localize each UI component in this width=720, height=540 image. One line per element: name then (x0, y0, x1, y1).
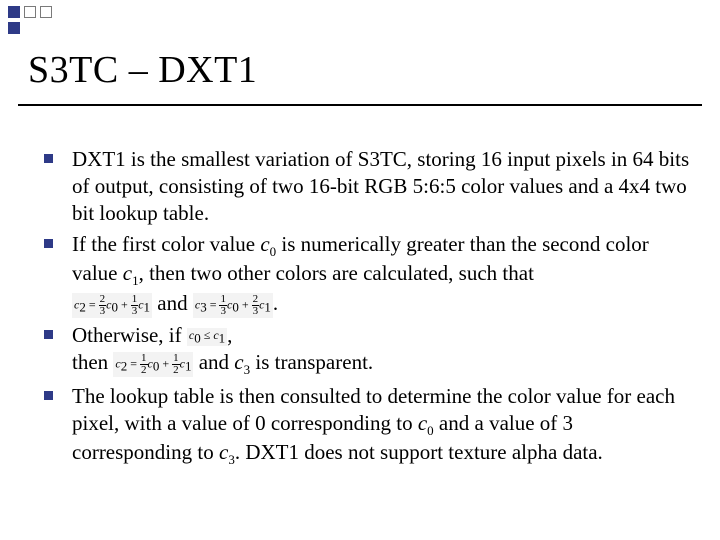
list-item: If the first color value c0 is numerical… (44, 231, 696, 318)
list-item: The lookup table is then consulted to de… (44, 383, 696, 470)
var-c: c (219, 440, 228, 464)
formula-cond: c0 ≤ c1 (187, 328, 227, 345)
body-text: , then two other colors are calculated, … (139, 261, 534, 285)
body-text: . DXT1 does not support texture alpha da… (235, 440, 603, 464)
num: 1 (172, 353, 180, 365)
list-item: Otherwise, if c0 ≤ c1 , then c2 = 12c0 +… (44, 322, 696, 379)
den: 3 (219, 306, 227, 317)
eq: = (207, 297, 220, 311)
body-text: then (72, 350, 113, 374)
body-text: DXT1 is the smallest variation of S3TC, … (72, 147, 689, 225)
op: ≤ (201, 328, 214, 342)
corner-decoration (8, 6, 58, 34)
formula-c2-a: c2 = 23c0 + 13c1 (72, 293, 152, 318)
body-text: The lookup table is then consulted to de… (72, 384, 675, 435)
body-text: If the first color value (72, 232, 260, 256)
list-item: DXT1 is the smallest variation of S3TC, … (44, 146, 696, 227)
fraction: 13 (219, 294, 227, 317)
formula-c2-b: c2 = 12c0 + 12c1 (113, 352, 193, 377)
var-c: c (418, 411, 427, 435)
decor-square (24, 6, 36, 18)
plus: + (159, 356, 172, 370)
body-text: and (199, 350, 235, 374)
fraction: 23 (99, 294, 107, 317)
subscript: 1 (185, 358, 192, 373)
var-c: c (123, 261, 132, 285)
fraction: 23 (252, 294, 260, 317)
decor-square (8, 22, 20, 34)
subscript: 1 (144, 300, 151, 315)
bullet-list: DXT1 is the smallest variation of S3TC, … (44, 146, 696, 469)
eq: = (127, 356, 140, 370)
title-underline (18, 104, 702, 106)
slide-body: DXT1 is the smallest variation of S3TC, … (44, 146, 696, 473)
formula-c3-a: c3 = 13c0 + 23c1 (193, 293, 273, 318)
num: 1 (140, 353, 148, 365)
body-text: . (273, 291, 278, 315)
plus: + (118, 297, 131, 311)
subscript: 1 (264, 300, 271, 315)
den: 3 (252, 306, 260, 317)
fraction: 12 (140, 353, 148, 376)
var-c: c (260, 232, 269, 256)
decor-square (40, 6, 52, 18)
decor-square (8, 6, 20, 18)
subscript: 1 (219, 331, 226, 346)
var-c: c (234, 350, 243, 374)
plus: + (239, 297, 252, 311)
fraction: 12 (172, 353, 180, 376)
den: 3 (99, 306, 107, 317)
body-text: Otherwise, if (72, 323, 187, 347)
body-text: is transparent. (250, 350, 373, 374)
eq: = (86, 297, 99, 311)
den: 2 (140, 365, 148, 376)
den: 2 (172, 365, 180, 376)
slide-title: S3TC – DXT1 (28, 48, 257, 92)
body-text: , (227, 323, 232, 347)
body-text: and (157, 291, 193, 315)
